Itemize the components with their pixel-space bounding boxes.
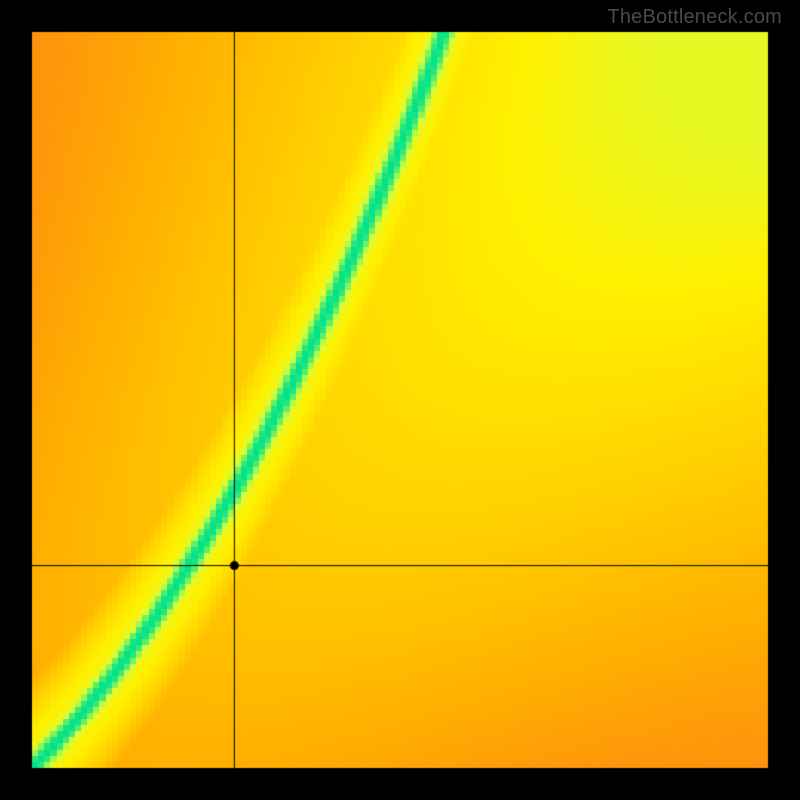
chart-container: TheBottleneck.com	[0, 0, 800, 800]
heatmap-canvas	[0, 0, 800, 800]
watermark-text: TheBottleneck.com	[607, 6, 782, 29]
